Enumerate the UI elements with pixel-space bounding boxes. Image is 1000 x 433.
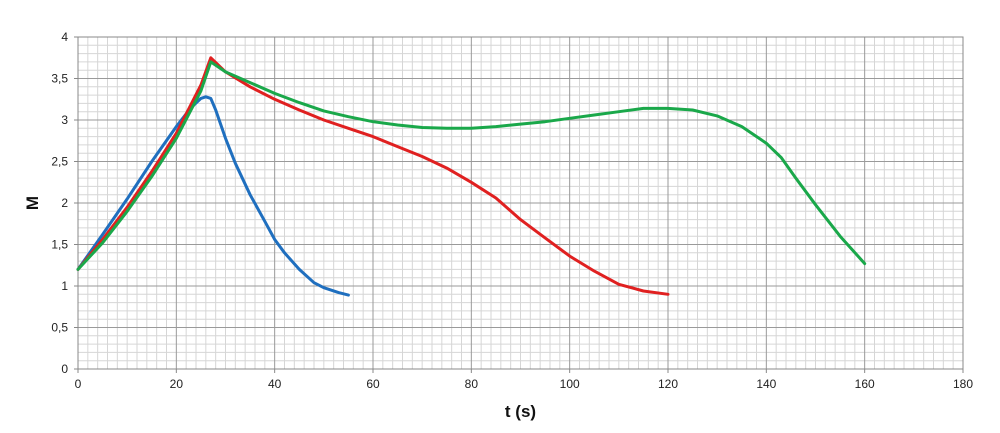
x-axis-ticks: 0 20 40 60 80 100 120 140 160 180 [75,369,973,391]
x-tick-label: 100 [560,377,580,391]
x-tick-label: 0 [75,377,82,391]
y-tick-label: 0 [61,362,68,376]
y-tick-label: 4 [61,30,68,44]
x-tick-label: 160 [855,377,875,391]
y-tick-label: 1,5 [51,238,68,252]
x-tick-label: 60 [366,377,380,391]
x-tick-label: 20 [170,377,184,391]
y-tick-label: 2 [61,196,68,210]
y-tick-label: 3 [61,113,68,127]
y-tick-label: 3,5 [51,72,68,86]
series-layer [76,56,867,297]
series-line-1 [76,95,350,297]
y-tick-label: 2,5 [51,155,68,169]
y-axis-title: M [23,196,42,210]
major-grid [78,37,963,369]
y-tick-label: 1 [61,279,68,293]
x-tick-label: 120 [658,377,678,391]
x-tick-label: 40 [268,377,282,391]
y-tick-label: 0,5 [51,321,68,335]
series-line-2 [76,56,670,296]
x-tick-label: 140 [756,377,776,391]
series-line-3 [76,60,867,271]
x-tick-label: 180 [953,377,973,391]
y-axis-ticks: 0 0,5 1 1,5 2 2,5 3 3,5 4 [51,30,78,376]
x-tick-label: 80 [465,377,479,391]
x-axis-title: t (s) [505,402,536,421]
